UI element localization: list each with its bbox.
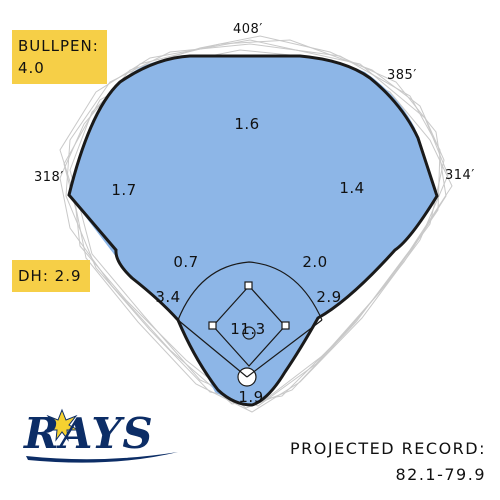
projected-record-label: PROJECTED RECORD:	[290, 439, 486, 458]
dh-card: DH: 2.9	[12, 260, 90, 292]
dh-value: DH: 2.9	[18, 267, 82, 285]
position-value-cf: 1.6	[234, 115, 260, 133]
position-value-rf: 1.4	[339, 179, 365, 197]
position-value-c: 1.9	[238, 388, 264, 406]
dimension-center-field: 408′	[233, 22, 263, 37]
bullpen-value: 4.0	[18, 59, 45, 77]
dimension-right-center: 385′	[387, 68, 417, 83]
dimension-right-line: 314′	[445, 168, 475, 183]
outfield-wall	[67, 54, 439, 407]
position-value-3b: 3.4	[155, 288, 181, 306]
logo-sunburst-icon	[44, 408, 80, 442]
projected-record-value: 82.1-79.9	[395, 465, 486, 484]
position-value-1b: 2.9	[316, 288, 342, 306]
position-value-ss: 0.7	[173, 253, 199, 271]
position-value-2b: 2.0	[302, 253, 328, 271]
bullpen-label: BULLPEN:	[18, 37, 99, 55]
team-logo: RAYS	[23, 408, 178, 463]
logo-wordmark: RAYS	[23, 409, 154, 458]
position-value-p: 11.3	[230, 320, 266, 338]
bullpen-card: BULLPEN: 4.0	[12, 30, 107, 84]
logo-swoosh	[26, 452, 178, 463]
dimension-left-line: 318′	[34, 170, 64, 185]
infield	[177, 261, 323, 387]
position-value-lf: 1.7	[111, 181, 137, 199]
projected-record: PROJECTED RECORD: 82.1-79.9	[290, 436, 486, 488]
